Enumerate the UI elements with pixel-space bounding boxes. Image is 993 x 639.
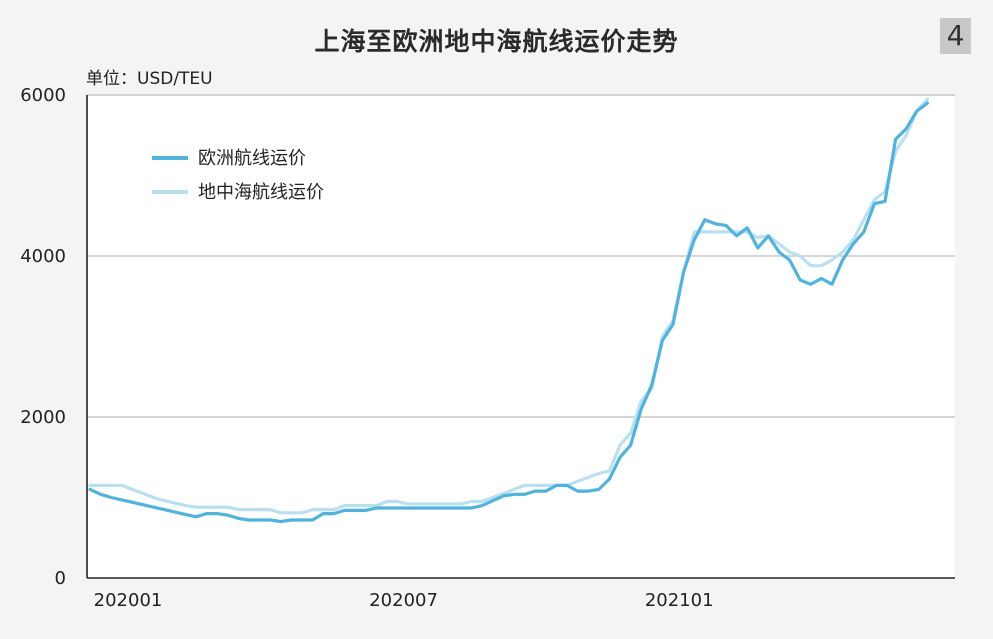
x-axis-ticks: 202001 202007 202101 bbox=[94, 590, 714, 611]
chart-title: 上海至欧洲地中海航线运价走势 bbox=[314, 27, 679, 56]
legend-label: 地中海航线运价 bbox=[198, 182, 324, 203]
unit-label: 单位：USD/TEU bbox=[86, 69, 213, 89]
series-lines bbox=[88, 97, 929, 524]
y-axis-ticks: 0 2000 4000 6000 bbox=[20, 85, 66, 589]
x-tick-label: 202007 bbox=[369, 590, 438, 611]
legend-label: 欧洲航线运价 bbox=[198, 148, 306, 169]
y-tick-label: 6000 bbox=[20, 85, 66, 106]
grid-lines bbox=[86, 94, 955, 579]
x-tick-label: 202101 bbox=[645, 590, 714, 611]
y-tick-label: 4000 bbox=[20, 246, 66, 267]
page-number-badge: 4 bbox=[940, 18, 971, 54]
y-tick-label: 0 bbox=[55, 568, 66, 589]
y-tick-label: 2000 bbox=[20, 407, 66, 428]
plot-area bbox=[87, 95, 955, 578]
x-tick-label: 202001 bbox=[94, 590, 163, 611]
series-line-mediterranean bbox=[88, 97, 929, 515]
plot-background bbox=[87, 95, 955, 578]
series-line-europe bbox=[88, 101, 929, 524]
